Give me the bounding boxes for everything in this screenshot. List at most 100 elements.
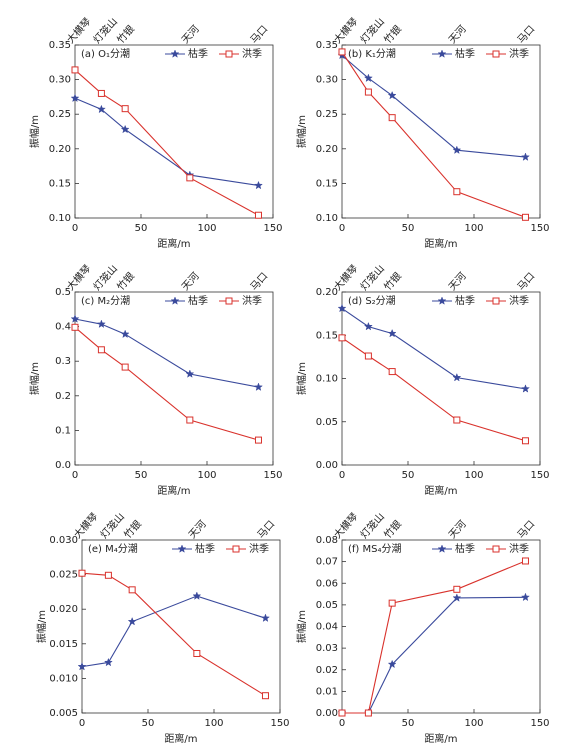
legend-label: 洪季 xyxy=(242,48,262,60)
y-tick-label: 0.08 xyxy=(316,535,338,546)
y-tick-label: 0.4 xyxy=(55,322,71,333)
x-axis-label: 距离/m xyxy=(157,484,190,497)
y-tick-label: 0.02 xyxy=(316,665,338,676)
x-tick-label: 50 xyxy=(402,223,415,234)
series-line xyxy=(342,596,526,714)
y-tick-label: 0.5 xyxy=(55,287,71,298)
marker-star xyxy=(437,296,447,305)
marker-star xyxy=(120,329,130,339)
x-tick-label: 100 xyxy=(197,223,216,234)
x-tick-label: 150 xyxy=(263,470,282,481)
marker-star xyxy=(127,616,137,626)
x-tick-label: 0 xyxy=(72,470,78,481)
legend-label: 洪季 xyxy=(509,48,529,60)
legend-label: 洪季 xyxy=(509,295,529,307)
marker-star xyxy=(185,369,195,378)
marker-star xyxy=(337,303,347,313)
station-label: 灯笼山 xyxy=(90,15,120,46)
marker-square xyxy=(453,188,461,196)
station-label: 天河 xyxy=(446,518,468,541)
marker-star xyxy=(437,49,447,58)
plot-frame xyxy=(341,291,541,466)
marker-star xyxy=(363,321,373,331)
y-tick-label: 0.1 xyxy=(55,425,71,436)
marker-square xyxy=(388,368,396,376)
marker-star xyxy=(170,296,180,305)
x-tick-label: 100 xyxy=(204,718,223,729)
marker-star xyxy=(254,382,263,391)
marker-square xyxy=(71,323,79,331)
station-label: 灯笼山 xyxy=(357,15,387,46)
marker-star xyxy=(96,319,106,328)
x-tick-label: 100 xyxy=(464,470,483,481)
y-tick-label: 0.04 xyxy=(316,622,338,633)
plot-frame xyxy=(341,539,541,714)
plot-frame xyxy=(81,539,281,714)
marker-square xyxy=(121,363,129,371)
y-tick-label: 0.07 xyxy=(316,557,338,568)
marker-square xyxy=(121,105,129,113)
x-tick-label: 100 xyxy=(464,223,483,234)
x-tick-label: 0 xyxy=(339,470,345,481)
marker-square xyxy=(97,346,105,354)
station-label: 灯笼山 xyxy=(357,510,387,541)
station-label: 大横琴 xyxy=(71,510,101,541)
marker-star xyxy=(254,180,263,190)
x-tick-label: 100 xyxy=(197,470,216,481)
y-tick-label: 0.20 xyxy=(316,144,338,155)
panel-title: (e) M₄分潮 xyxy=(88,542,138,555)
marker-square xyxy=(492,50,500,58)
marker-square xyxy=(254,436,262,444)
y-tick-label: 0.10 xyxy=(49,213,71,224)
x-tick-label: 0 xyxy=(339,718,345,729)
marker-star xyxy=(521,384,530,393)
y-tick-label: 0.05 xyxy=(316,600,338,611)
y-axis-label: 振幅/m xyxy=(28,362,41,395)
y-tick-label: 0.05 xyxy=(316,417,338,428)
y-tick-label: 0.020 xyxy=(49,604,78,615)
panel-title: (c) M₂分潮 xyxy=(81,294,130,307)
series-line xyxy=(341,307,526,390)
y-axis-label: 振幅/m xyxy=(295,610,308,643)
x-tick-label: 0 xyxy=(339,223,345,234)
marker-star xyxy=(387,659,397,669)
station-label: 马口 xyxy=(515,23,537,46)
y-tick-label: 0.03 xyxy=(316,643,338,654)
marker-star xyxy=(521,592,530,602)
legend-label: 枯季 xyxy=(455,542,475,555)
y-tick-label: 0.10 xyxy=(316,374,338,385)
marker-star xyxy=(177,544,187,553)
legend-label: 枯季 xyxy=(455,47,475,60)
marker-star xyxy=(77,661,87,671)
y-axis-label: 振幅/m xyxy=(35,610,48,643)
station-label: 天河 xyxy=(446,270,468,293)
marker-square xyxy=(338,334,346,342)
y-tick-label: 0.00 xyxy=(316,460,338,471)
marker-square xyxy=(453,416,461,424)
series-line xyxy=(341,54,526,158)
station-label: 天河 xyxy=(186,518,208,541)
legend-label: 枯季 xyxy=(188,294,208,307)
y-tick-label: 0.20 xyxy=(316,287,338,298)
station-label: 大横琴 xyxy=(64,15,94,46)
x-tick-label: 50 xyxy=(402,718,415,729)
marker-square xyxy=(225,50,233,58)
panel-title: (a) O₁分潮 xyxy=(81,47,130,60)
marker-star xyxy=(70,314,80,323)
panel-title: (d) S₂分潮 xyxy=(348,294,396,307)
y-tick-label: 0.015 xyxy=(49,639,78,650)
station-label: 灯笼山 xyxy=(97,510,127,541)
x-axis-label: 距离/m xyxy=(157,237,190,250)
marker-star xyxy=(452,593,462,602)
x-tick-label: 0 xyxy=(72,223,78,234)
y-tick-label: 0.2 xyxy=(55,391,71,402)
plot-frame xyxy=(74,44,274,219)
y-tick-label: 0.01 xyxy=(316,686,338,697)
legend-label: 枯季 xyxy=(455,294,475,307)
marker-star xyxy=(452,145,462,154)
y-tick-label: 0.005 xyxy=(49,708,78,719)
marker-square xyxy=(104,571,112,579)
y-tick-label: 0.0 xyxy=(55,460,71,471)
y-tick-label: 0.35 xyxy=(316,40,338,51)
